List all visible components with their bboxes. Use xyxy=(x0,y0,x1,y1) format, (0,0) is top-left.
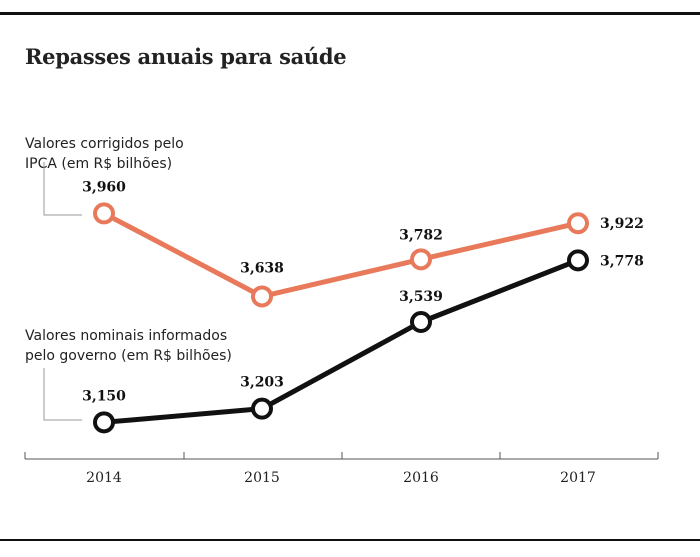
data-label: 3,922 xyxy=(600,216,644,232)
data-point xyxy=(93,202,115,225)
series-line xyxy=(101,210,581,299)
x-tick-label: 2017 xyxy=(560,470,596,486)
chart-title: Repasses anuais para saúde xyxy=(25,44,347,69)
legend-label: pelo governo (em R$ bilhões) xyxy=(25,348,232,364)
data-label: 3,203 xyxy=(240,375,284,391)
legend-label: Valores corrigidos pelo xyxy=(25,136,184,152)
data-point xyxy=(410,248,432,271)
data-label: 3,778 xyxy=(600,253,644,269)
top-rule xyxy=(0,12,700,15)
x-axis: 2014 2015 2016 2017 xyxy=(24,452,659,486)
x-tick-label: 2015 xyxy=(244,470,280,486)
data-label: 3,539 xyxy=(399,289,443,305)
x-tick-label: 2014 xyxy=(86,470,122,486)
series-line xyxy=(101,257,581,425)
bottom-rule xyxy=(0,539,700,541)
x-tick-label: 2016 xyxy=(403,470,439,486)
legend-label: Valores nominais informados xyxy=(25,328,227,344)
data-label: 3,638 xyxy=(240,260,284,276)
legend-leader-line xyxy=(43,162,82,216)
legend-label: IPCA (em R$ bilhões) xyxy=(25,156,172,172)
data-point xyxy=(251,397,273,420)
legend: Valores corrigidos pelo IPCA (em R$ bilhõ… xyxy=(25,136,232,421)
series-layer: 3,960 3,638 3,782 3,922 3,150 3,203 3,539 3,778 xyxy=(82,179,644,434)
data-point xyxy=(93,411,115,434)
data-point xyxy=(567,212,589,235)
data-point xyxy=(567,249,589,272)
legend-leader-line xyxy=(43,368,82,421)
data-label: 3,960 xyxy=(82,179,126,195)
data-point xyxy=(410,310,432,333)
data-label: 3,782 xyxy=(399,227,443,243)
data-label: 3,150 xyxy=(82,388,126,404)
data-point xyxy=(251,285,273,308)
